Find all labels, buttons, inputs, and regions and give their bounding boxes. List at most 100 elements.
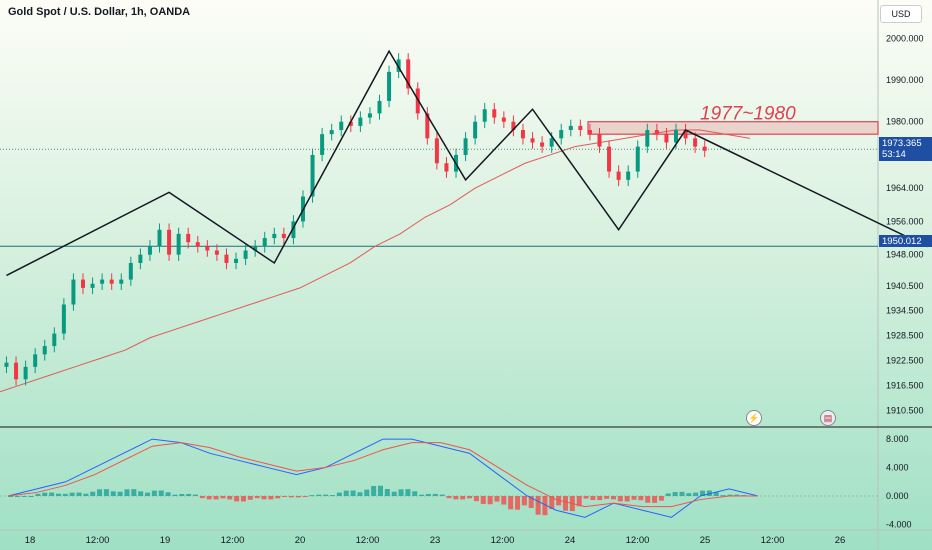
candle-body bbox=[310, 154, 315, 197]
moving-average-line bbox=[0, 129, 751, 393]
histogram-bar bbox=[117, 491, 123, 496]
us-flag-icon[interactable]: ▤ bbox=[820, 410, 836, 426]
histogram-bar bbox=[412, 491, 418, 496]
histogram-bar bbox=[227, 496, 233, 500]
currency-button[interactable]: USD bbox=[880, 5, 922, 23]
candle-body bbox=[473, 121, 478, 139]
histogram-bar bbox=[549, 496, 555, 510]
last-price-tag: 1973.365 53:14 bbox=[879, 137, 932, 161]
histogram-bar bbox=[713, 492, 719, 496]
candle-body bbox=[90, 283, 95, 288]
histogram-bar bbox=[213, 496, 219, 500]
time-tick-label: 19 bbox=[160, 535, 171, 546]
candle-body bbox=[597, 134, 602, 147]
price-tick-label: 1916.500 bbox=[886, 381, 924, 391]
candle-body bbox=[387, 71, 392, 101]
price-tick-label: 1928.500 bbox=[886, 331, 924, 341]
candle-body bbox=[674, 130, 679, 143]
candle-body bbox=[243, 250, 248, 259]
candle-body bbox=[415, 88, 420, 114]
histogram-bar bbox=[357, 492, 363, 496]
candle-body bbox=[147, 246, 152, 255]
histogram-bar bbox=[261, 496, 267, 500]
candle-body bbox=[42, 346, 47, 355]
histogram-bar bbox=[165, 492, 171, 496]
histogram-bar bbox=[508, 496, 514, 510]
histogram-bar bbox=[336, 492, 342, 496]
time-tick-label: 20 bbox=[295, 535, 306, 546]
lightning-icon[interactable]: ⚡ bbox=[746, 410, 762, 426]
histogram-bar bbox=[734, 494, 740, 496]
candle-body bbox=[520, 130, 525, 139]
histogram-bar bbox=[446, 496, 452, 499]
histogram-bar bbox=[453, 496, 459, 500]
time-tick-label: 25 bbox=[700, 535, 711, 546]
candle-body bbox=[626, 171, 631, 180]
histogram-bar bbox=[42, 492, 48, 496]
candle-body bbox=[214, 250, 219, 255]
candle-body bbox=[253, 246, 258, 251]
histogram-bar bbox=[35, 493, 41, 496]
histogram-bar bbox=[220, 496, 226, 499]
time-tick-label: 18 bbox=[25, 535, 36, 546]
histogram-bar bbox=[515, 496, 521, 510]
histogram-bar bbox=[391, 491, 397, 496]
symbol-title[interactable]: Gold Spot / U.S. Dollar, 1h, OANDA bbox=[8, 6, 191, 18]
candle-body bbox=[71, 279, 76, 305]
histogram-bar bbox=[234, 496, 240, 502]
candle-body bbox=[664, 134, 669, 143]
candle-body bbox=[329, 130, 334, 135]
candle-body bbox=[482, 109, 487, 122]
candle-body bbox=[616, 171, 621, 180]
candle-body bbox=[511, 121, 516, 131]
candle-body bbox=[100, 279, 105, 284]
price-tick-label: 1980.000 bbox=[886, 117, 924, 127]
candle-body bbox=[339, 121, 344, 131]
candle-body bbox=[367, 113, 372, 118]
histogram-bar bbox=[672, 492, 678, 496]
candle-body bbox=[281, 233, 286, 239]
candle-body bbox=[52, 333, 57, 347]
time-tick-label: 12:00 bbox=[356, 535, 380, 546]
time-tick-label: 12:00 bbox=[221, 535, 245, 546]
histogram-bar bbox=[665, 493, 671, 496]
bar-countdown: 53:14 bbox=[882, 149, 906, 160]
histogram-bar bbox=[76, 492, 82, 496]
resistance-zone bbox=[587, 121, 879, 135]
candle-body bbox=[157, 229, 162, 247]
candle-body bbox=[33, 354, 38, 367]
histogram-bar bbox=[652, 496, 658, 503]
zone-label: 1977~1980 bbox=[700, 104, 796, 125]
histogram-bar bbox=[576, 496, 582, 507]
indicator-tick-label: 4.000 bbox=[886, 463, 909, 473]
time-tick-label: 12:00 bbox=[491, 535, 515, 546]
histogram-bar bbox=[364, 489, 370, 496]
histogram-bar bbox=[240, 496, 246, 502]
histogram-bar bbox=[679, 491, 685, 496]
histogram-bar bbox=[617, 496, 623, 502]
histogram-bar bbox=[90, 491, 96, 496]
time-tick-label: 12:00 bbox=[86, 535, 110, 546]
candle-body bbox=[702, 146, 707, 151]
histogram-bar bbox=[378, 485, 383, 496]
histogram-bar bbox=[473, 496, 479, 502]
histogram-bar bbox=[583, 496, 589, 499]
indicator-tick-label: -4.000 bbox=[886, 519, 912, 529]
price-tick-label: 1948.000 bbox=[886, 250, 924, 260]
histogram-bar bbox=[343, 490, 349, 496]
candle-body bbox=[396, 59, 401, 72]
histogram-bar bbox=[597, 496, 603, 501]
candle-body bbox=[262, 238, 267, 247]
candle-body bbox=[167, 229, 172, 255]
histogram-bar bbox=[720, 495, 726, 497]
histogram-bar bbox=[14, 496, 20, 497]
histogram-bar bbox=[21, 496, 27, 497]
histogram-bar bbox=[432, 493, 438, 496]
candle-body bbox=[80, 279, 85, 288]
histogram-bar bbox=[700, 490, 706, 496]
candle-body bbox=[234, 258, 239, 263]
histogram-bar bbox=[494, 496, 500, 502]
price-tick-label: 1922.500 bbox=[886, 356, 924, 366]
